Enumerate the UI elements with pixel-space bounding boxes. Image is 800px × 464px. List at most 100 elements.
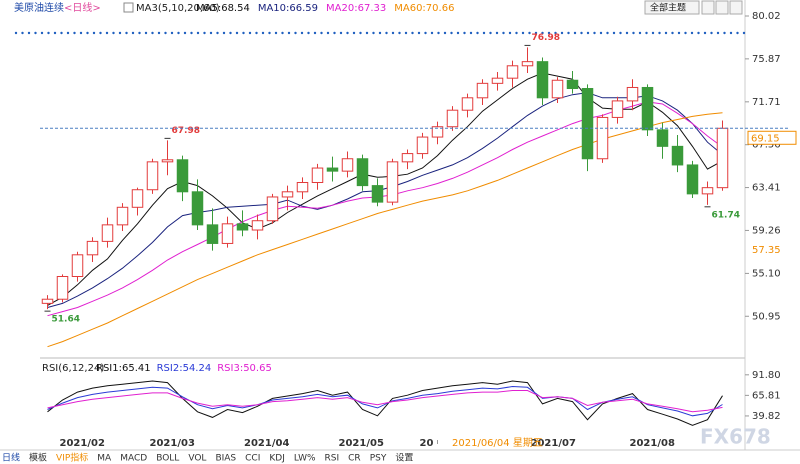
candle-body (236, 223, 249, 231)
event-dot (599, 31, 603, 35)
candle-body (416, 136, 429, 155)
event-dot (365, 31, 369, 35)
toolbar-item[interactable]: MA (97, 454, 112, 464)
candle-body (116, 206, 129, 226)
indicator-icon[interactable] (123, 2, 134, 13)
event-dot (573, 31, 577, 35)
toolbar-item[interactable]: 模板 (29, 452, 47, 464)
event-dot (456, 31, 460, 35)
candle-body (686, 164, 699, 195)
toolbar-item[interactable]: BOLL (156, 454, 179, 464)
candle-body (461, 97, 474, 111)
candle-body (626, 86, 639, 102)
toolbar-item[interactable]: 日线 (2, 452, 20, 464)
event-dot (489, 31, 492, 35)
event-dot (560, 31, 564, 35)
zoom-button[interactable] (701, 0, 715, 15)
event-dot (333, 31, 336, 35)
event-dot (424, 31, 427, 35)
event-dot (79, 31, 83, 35)
event-dot (664, 31, 668, 35)
event-dot (53, 31, 57, 35)
toolbar-item[interactable]: RSI (325, 454, 340, 464)
event-dot (619, 31, 622, 35)
event-dot (14, 31, 18, 35)
event-dot (677, 31, 681, 35)
candle-body (536, 61, 549, 99)
event-dot (27, 31, 31, 35)
zoom-button[interactable] (729, 0, 743, 15)
candle-body (431, 126, 444, 138)
toolbar-item[interactable]: CR (348, 454, 361, 464)
event-dot (508, 31, 512, 35)
x-tick-label: 2021/05 (339, 438, 384, 449)
candle-body (281, 191, 294, 198)
candle-body (611, 100, 624, 118)
event-dot (469, 31, 473, 35)
candle-body (56, 275, 69, 300)
toolbar-item[interactable]: MACD (120, 454, 147, 464)
event-dot (255, 31, 258, 35)
event-dot (346, 31, 349, 35)
event-dot (417, 31, 421, 35)
event-dot (326, 31, 330, 35)
candle-body (566, 79, 579, 90)
event-dot (580, 31, 583, 35)
toolbar-item[interactable]: VOL (188, 454, 206, 464)
theme-button-label[interactable]: 全部主题 (650, 2, 686, 14)
event-dot (60, 31, 63, 35)
event-dot (586, 31, 590, 35)
candle-body (131, 189, 144, 208)
event-dot (118, 31, 122, 35)
price-label-box (747, 130, 797, 145)
extreme-label: 67.98 (172, 126, 200, 136)
candle-body (86, 240, 99, 256)
event-dot (398, 31, 401, 35)
x-tick-label: 2021/02 (60, 438, 105, 449)
candle-body (296, 182, 309, 193)
event-dot (209, 31, 213, 35)
event-dot (339, 31, 343, 35)
candle-body (386, 161, 399, 203)
event-dot (541, 31, 544, 35)
event-dot (287, 31, 291, 35)
event-dot (554, 31, 557, 35)
toolbar-item[interactable]: 设置 (395, 453, 413, 464)
candle-body (701, 187, 714, 195)
event-dot (294, 31, 297, 35)
toolbar-item[interactable]: KDJ (269, 454, 285, 464)
event-dot (196, 31, 200, 35)
theme-button[interactable] (644, 0, 700, 15)
event-dot (378, 31, 382, 35)
toolbar-item[interactable]: LW% (294, 454, 316, 464)
event-dot (157, 31, 161, 35)
toolbar-item[interactable]: BIAS (215, 454, 236, 464)
y-tick-label: 59.26 (752, 225, 781, 236)
candle-body (191, 191, 204, 226)
candle-body (266, 196, 279, 222)
price-label: 69.15 (751, 133, 780, 144)
event-dot (567, 31, 570, 35)
event-dot (411, 31, 414, 35)
extreme-label: 76.98 (532, 33, 560, 43)
event-dot (99, 31, 102, 35)
toolbar-item[interactable]: PSY (370, 454, 387, 464)
y-tick-label: 50.95 (752, 311, 781, 322)
legend-entry: RSI2:54.24 (157, 363, 212, 374)
event-dot (47, 31, 50, 35)
event-dot (203, 31, 206, 35)
event-dot (40, 31, 44, 35)
series-line (47, 92, 723, 308)
toolbar-item[interactable]: VIP指标 (56, 452, 88, 464)
rsi-title: RSI(6,12,24) (42, 363, 104, 374)
toolbar-item[interactable]: CCI (245, 454, 260, 464)
indicator: MA3(5,10,20,60) (136, 3, 220, 14)
event-dot (729, 31, 733, 35)
x-tick-label: 2021/04 (244, 438, 289, 449)
crosshair-label: 2021/06/04 星期五 (452, 437, 543, 449)
zoom-button[interactable] (715, 0, 729, 15)
event-dot (521, 31, 525, 35)
event-dot (703, 31, 707, 35)
legend-entry: MA20:67.33 (326, 3, 386, 14)
event-dot (391, 31, 395, 35)
